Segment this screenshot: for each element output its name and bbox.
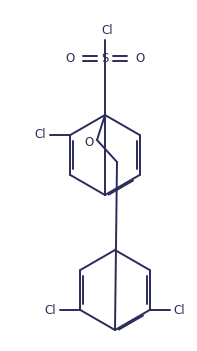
Text: Cl: Cl [174, 304, 185, 317]
Text: Cl: Cl [45, 304, 56, 317]
Text: Cl: Cl [34, 128, 46, 141]
Text: Cl: Cl [101, 25, 113, 38]
Text: O: O [65, 52, 75, 65]
Text: O: O [135, 52, 145, 65]
Text: S: S [101, 52, 109, 65]
Text: O: O [84, 135, 94, 148]
